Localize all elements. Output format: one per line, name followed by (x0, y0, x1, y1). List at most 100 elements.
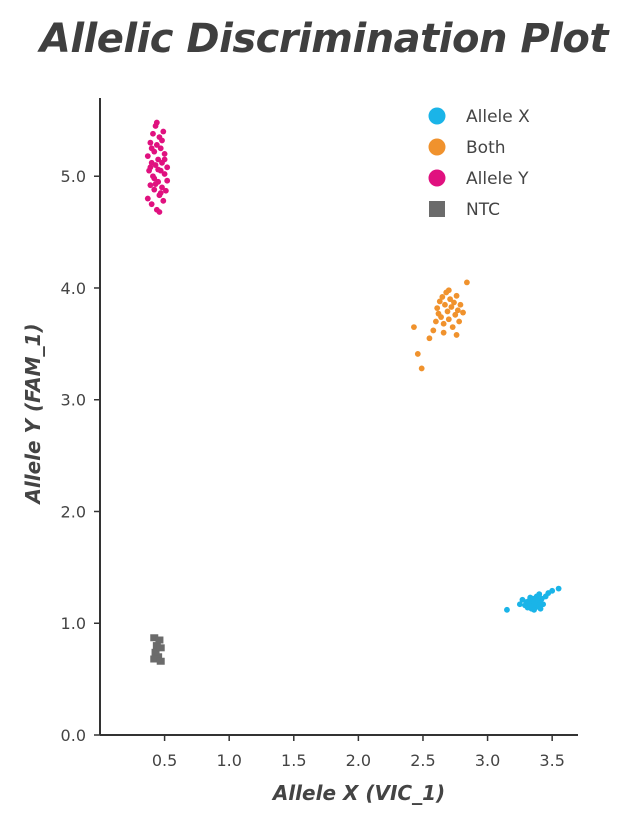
point-allele-y (160, 128, 167, 135)
point-allele-y (144, 153, 151, 160)
point-allele-y (155, 156, 162, 163)
legend-label-allele-x: Allele X (466, 107, 530, 127)
y-tick-label: 5.0 (61, 167, 86, 186)
point-both (436, 298, 443, 305)
point-both (451, 299, 457, 306)
point-allele-y (147, 182, 154, 189)
point-both (447, 296, 454, 303)
point-allele-x (536, 591, 543, 598)
point-allele-y (161, 171, 168, 177)
point-allele-y (160, 197, 167, 204)
point-allele-y (159, 184, 165, 191)
point-allele-x (540, 601, 547, 608)
point-both (438, 314, 444, 320)
point-ntc (150, 634, 159, 642)
x-tick-label: 1.5 (281, 751, 306, 770)
point-allele-y (153, 142, 160, 148)
point-both (442, 301, 448, 308)
point-both (426, 335, 433, 342)
point-ntc (150, 655, 159, 663)
axes: 0.5 1.0 1.5 2.0 2.5 3.0 3.5 0.0 1.0 2.0 3.0 4.0 5.0 (61, 98, 578, 770)
x-tick-label: 1.0 (216, 751, 241, 770)
x-axis-label: Allele X (VIC_1) (271, 781, 445, 805)
legend-marker-allele-x (428, 107, 446, 125)
y-tick-label: 4.0 (61, 279, 86, 298)
x-tick-label: 2.5 (410, 751, 435, 770)
point-allele-x (555, 585, 562, 592)
point-allele-x (516, 601, 523, 608)
point-allele-y (147, 139, 154, 146)
point-allele-y (152, 162, 159, 168)
point-allele-y (151, 175, 158, 182)
x-tick-label: 3.5 (539, 751, 564, 770)
legend-label-allele-y: Allele Y (466, 169, 529, 189)
point-allele-y (153, 119, 160, 126)
point-both (414, 351, 421, 357)
point-both (445, 287, 452, 294)
point-allele-x (531, 606, 537, 613)
point-both (445, 316, 452, 323)
point-both (452, 311, 459, 318)
point-both (444, 308, 451, 315)
point-allele-y (157, 145, 164, 152)
x-tick-label: 2.0 (346, 751, 371, 770)
point-allele-x (549, 587, 556, 594)
y-tick-label: 0.0 (61, 726, 86, 745)
data-points (144, 119, 562, 665)
point-allele-y (164, 164, 171, 171)
point-allele-y (152, 181, 159, 187)
point-both (411, 324, 417, 330)
point-allele-y (162, 187, 169, 194)
point-allele-y (161, 156, 168, 163)
point-both (440, 329, 447, 336)
point-allele-y (150, 130, 156, 137)
point-both (432, 318, 439, 325)
point-both (457, 301, 464, 308)
point-both (449, 324, 456, 330)
legend-marker-ntc (429, 201, 445, 217)
point-allele-y (159, 137, 165, 144)
legend-marker-allele-y (428, 169, 446, 187)
point-both (456, 318, 463, 325)
point-both (454, 307, 461, 314)
point-allele-y (151, 186, 158, 193)
point-ntc (156, 657, 165, 665)
point-allele-y (164, 177, 171, 184)
point-ntc (156, 644, 165, 652)
point-allele-y (157, 190, 164, 196)
point-both (460, 309, 466, 316)
point-allele-x (537, 605, 544, 612)
x-tick-label: 3.0 (475, 751, 500, 770)
point-ntc (151, 648, 160, 656)
point-both (440, 320, 447, 327)
legend-label-ntc: NTC (466, 200, 500, 220)
chart-title: Allelic Discrimination Plot (39, 16, 609, 62)
point-allele-x (527, 594, 534, 601)
point-both (453, 292, 460, 299)
point-allele-y (161, 150, 168, 157)
legend: Allele X Both Allele Y NTC (428, 107, 530, 220)
legend-marker-both (428, 138, 446, 156)
point-allele-y (156, 209, 163, 215)
y-tick-label: 3.0 (61, 391, 86, 410)
legend-label-both: Both (466, 138, 506, 158)
point-both (418, 365, 425, 372)
point-both (448, 304, 455, 310)
point-allele-y (147, 164, 154, 171)
point-both (434, 305, 441, 311)
point-allele-y (148, 145, 155, 152)
point-both (463, 279, 470, 286)
y-axis-label: Allele Y (FAM_1) (21, 323, 45, 505)
point-allele-y (144, 195, 151, 202)
point-both (439, 294, 446, 300)
y-tick-label: 2.0 (61, 502, 86, 521)
point-both (453, 332, 460, 338)
point-allele-y (148, 201, 155, 208)
y-tick-label: 1.0 (61, 614, 86, 633)
point-ntc (155, 636, 164, 644)
x-tick-label: 0.5 (152, 751, 177, 770)
point-both (430, 327, 437, 334)
point-allele-x (504, 606, 510, 613)
point-allele-y (155, 166, 162, 173)
